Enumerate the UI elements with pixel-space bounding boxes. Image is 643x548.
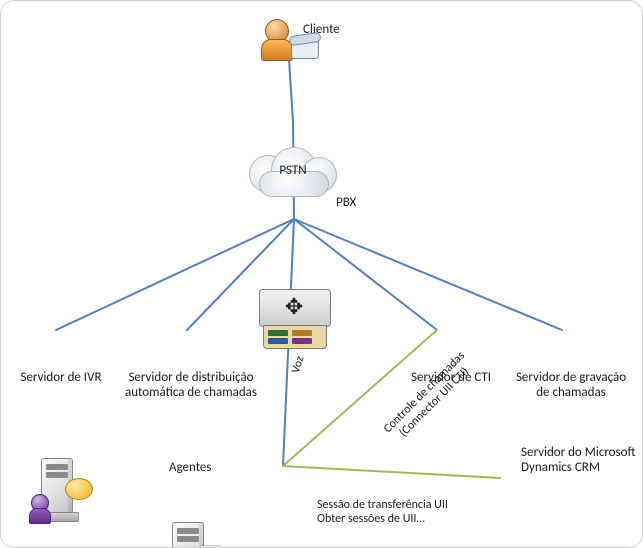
label-pbx: PBX (336, 196, 356, 211)
chat-bubble-icon (65, 478, 93, 500)
node-pstn-cloud: PSTN (249, 147, 337, 197)
label-client: Cliente (303, 23, 340, 38)
node-acd-server: ⚙ (166, 522, 208, 548)
diagram-canvas: Cliente PSTN ✥ PBX Servidor de IVR ⚙ Ser… (0, 0, 643, 548)
phone-icon (291, 39, 319, 59)
node-pbx: ✥ (259, 289, 329, 349)
label-pstn: PSTN (249, 163, 337, 178)
node-ivr-server (35, 458, 77, 522)
label-acd: Servidor de distribuição automática de c… (111, 371, 271, 401)
label-agents: Agentes (169, 461, 211, 476)
edge-label-sessao: Sessão de transferência UII Obter sessõe… (317, 498, 448, 526)
switch-arrows-icon: ✥ (285, 296, 303, 318)
label-recording: Servidor de gravação de chamadas (501, 371, 641, 401)
label-ivr: Servidor de IVR (11, 371, 111, 386)
label-crm: Servidor do Microsoft Dynamics CRM (521, 446, 641, 476)
